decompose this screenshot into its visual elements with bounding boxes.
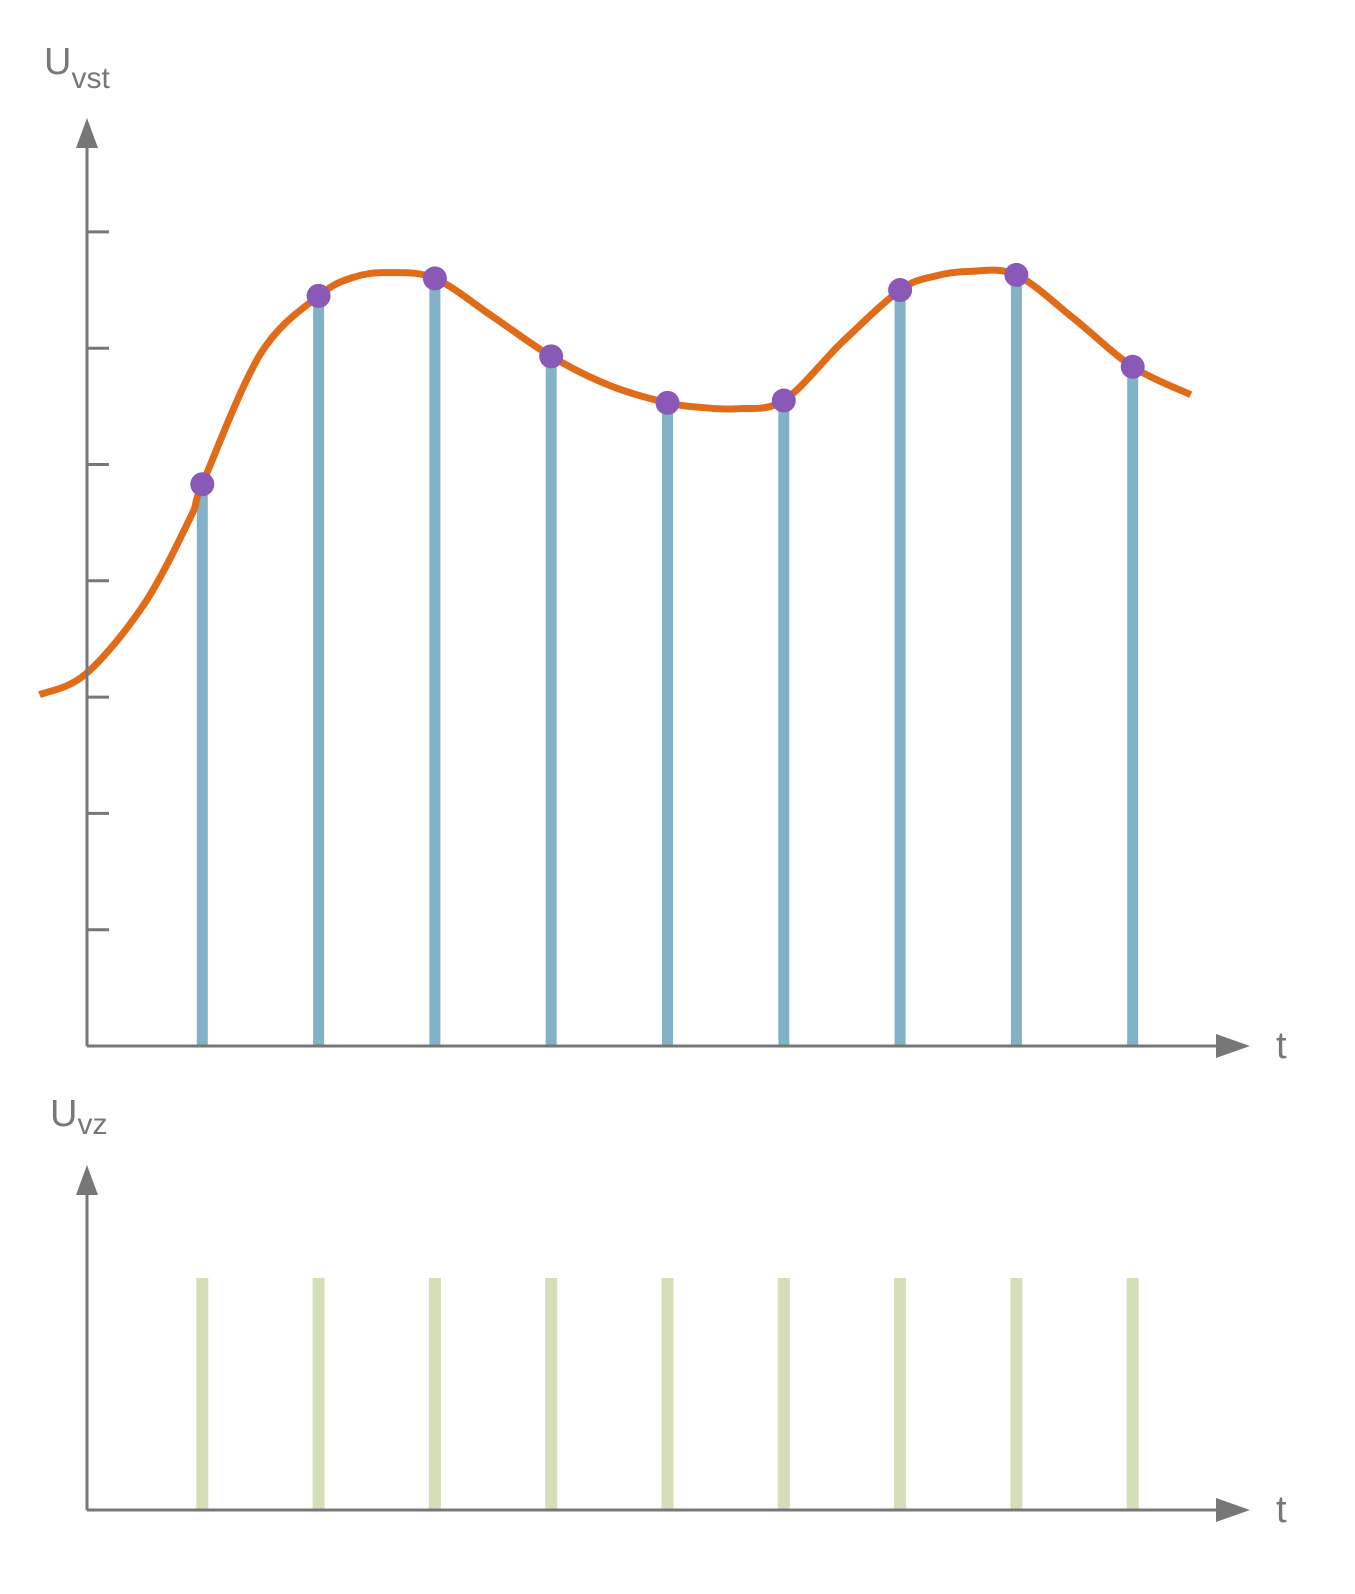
top-y-arrow-icon bbox=[76, 118, 98, 148]
bottom-x-axis-label: t bbox=[1276, 1489, 1287, 1531]
bottom-y-label-sub: vz bbox=[77, 1108, 107, 1141]
sample-point bbox=[539, 344, 564, 369]
clock-pulses bbox=[196, 1278, 1139, 1510]
sample-point bbox=[306, 283, 331, 308]
bottom-y-axis-label: Uvz bbox=[50, 1093, 107, 1141]
top-sample-points bbox=[190, 262, 1145, 497]
top-y-ticks bbox=[87, 230, 109, 932]
sample-point bbox=[422, 266, 447, 291]
top-y-axis-label: Uvst bbox=[44, 41, 110, 95]
top-x-axis-label: t bbox=[1276, 1025, 1287, 1067]
sample-point bbox=[1004, 262, 1029, 287]
sample-point bbox=[771, 388, 796, 413]
sample-point bbox=[1120, 354, 1145, 379]
bottom-y-arrow-icon bbox=[76, 1165, 98, 1195]
top-y-label-main: U bbox=[44, 41, 71, 83]
top-sample-stems bbox=[196, 274, 1139, 1046]
bottom-y-label-main: U bbox=[50, 1093, 77, 1135]
top-panel: Uvst t bbox=[38, 41, 1287, 1067]
bottom-panel: Uvz t bbox=[50, 1093, 1287, 1531]
top-x-arrow-icon bbox=[1216, 1034, 1250, 1058]
sample-point bbox=[655, 390, 680, 415]
top-y-label-sub: vst bbox=[71, 62, 110, 95]
sample-point bbox=[888, 278, 913, 303]
sample-point bbox=[190, 472, 215, 497]
bottom-x-arrow-icon bbox=[1216, 1498, 1250, 1522]
